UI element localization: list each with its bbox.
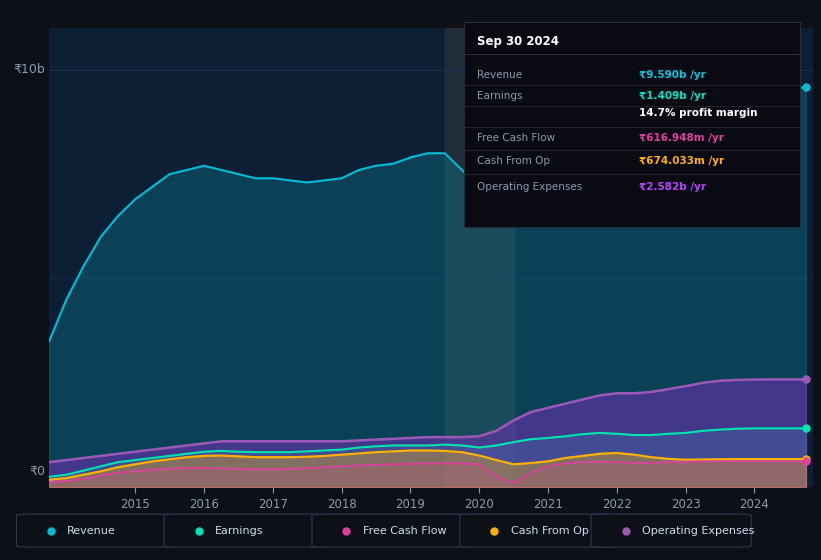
Text: ₹1.409b /yr: ₹1.409b /yr	[639, 91, 706, 101]
Text: ₹0: ₹0	[30, 465, 45, 478]
Text: Cash From Op: Cash From Op	[477, 156, 550, 166]
Text: 14.7% profit margin: 14.7% profit margin	[639, 108, 758, 118]
Text: ₹616.948m /yr: ₹616.948m /yr	[639, 133, 724, 143]
FancyBboxPatch shape	[460, 514, 620, 547]
FancyBboxPatch shape	[591, 514, 751, 547]
Text: ₹9.590b /yr: ₹9.590b /yr	[639, 69, 706, 80]
Text: ₹674.033m /yr: ₹674.033m /yr	[639, 156, 724, 166]
Bar	[445, 28, 514, 487]
Text: ₹10b: ₹10b	[14, 63, 45, 76]
FancyBboxPatch shape	[164, 514, 324, 547]
FancyBboxPatch shape	[312, 514, 472, 547]
Text: Cash From Op: Cash From Op	[511, 526, 589, 535]
Text: Operating Expenses: Operating Expenses	[642, 526, 754, 535]
Text: Earnings: Earnings	[215, 526, 264, 535]
Text: Free Cash Flow: Free Cash Flow	[477, 133, 556, 143]
Text: Revenue: Revenue	[477, 69, 522, 80]
Text: Free Cash Flow: Free Cash Flow	[363, 526, 447, 535]
Text: Earnings: Earnings	[477, 91, 523, 101]
Text: ₹2.582b /yr: ₹2.582b /yr	[639, 182, 706, 192]
Text: Revenue: Revenue	[67, 526, 116, 535]
Text: Sep 30 2024: Sep 30 2024	[477, 35, 559, 48]
Text: Operating Expenses: Operating Expenses	[477, 182, 583, 192]
FancyBboxPatch shape	[16, 514, 177, 547]
